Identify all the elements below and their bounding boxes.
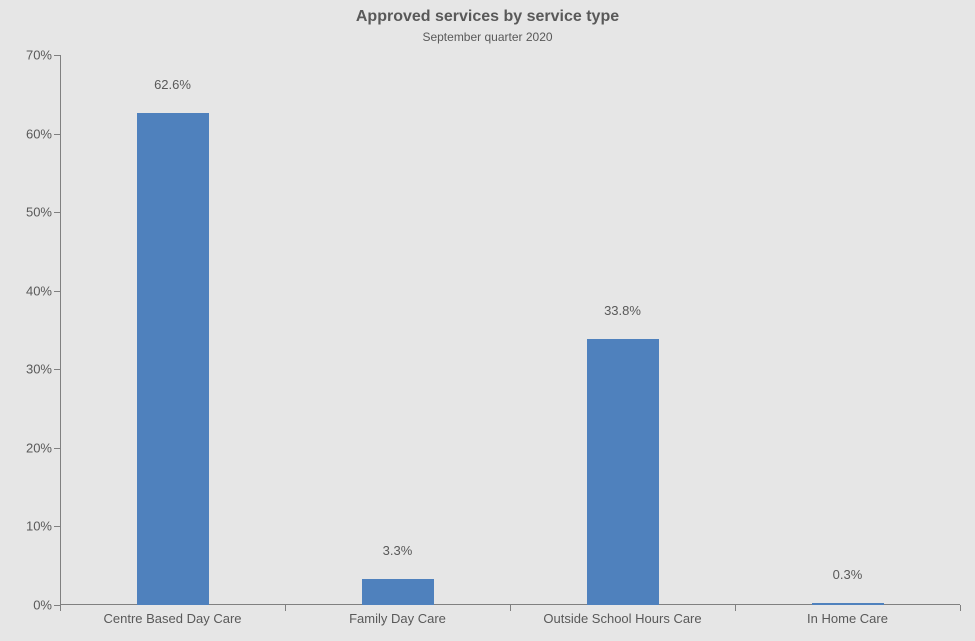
- x-tick-mark: [285, 605, 286, 611]
- bar: [587, 339, 659, 605]
- y-tick-mark: [54, 369, 60, 370]
- category-label: Family Day Care: [349, 605, 446, 626]
- bar: [137, 113, 209, 605]
- bar-value-label: 33.8%: [604, 303, 641, 318]
- y-tick-mark: [54, 291, 60, 292]
- x-tick-mark: [60, 605, 61, 611]
- category-label: Centre Based Day Care: [103, 605, 241, 626]
- plot-area: 0%10%20%30%40%50%60%70%62.6%Centre Based…: [60, 55, 960, 605]
- y-tick-mark: [54, 526, 60, 527]
- bar: [362, 579, 434, 605]
- bar-value-label: 62.6%: [154, 77, 191, 92]
- x-tick-mark: [735, 605, 736, 611]
- bar-value-label: 3.3%: [383, 543, 413, 558]
- chart-title: Approved services by service type: [0, 8, 975, 26]
- category-label: In Home Care: [807, 605, 888, 626]
- y-tick-mark: [54, 448, 60, 449]
- y-tick-mark: [54, 134, 60, 135]
- category-label: Outside School Hours Care: [543, 605, 701, 626]
- chart-subtitle: September quarter 2020: [0, 30, 975, 44]
- y-tick-mark: [54, 212, 60, 213]
- y-axis-line: [60, 55, 61, 605]
- x-tick-mark: [960, 605, 961, 611]
- x-tick-mark: [510, 605, 511, 611]
- y-tick-mark: [54, 55, 60, 56]
- chart-container: Approved services by service type Septem…: [0, 0, 975, 641]
- bar-value-label: 0.3%: [833, 567, 863, 582]
